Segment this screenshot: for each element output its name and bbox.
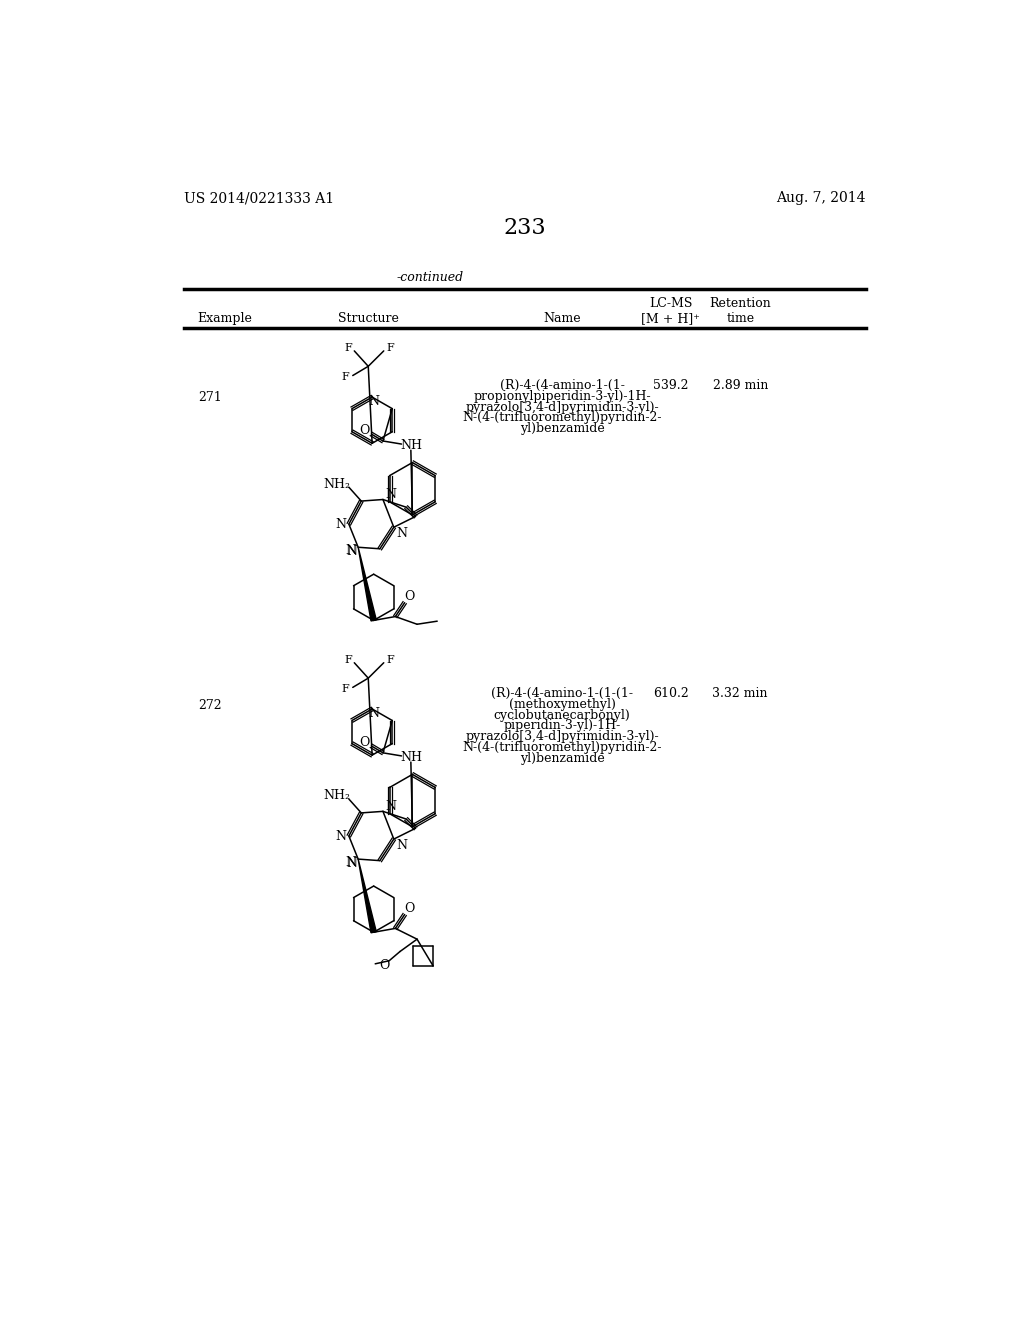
Text: -continued: -continued	[396, 271, 464, 284]
Text: (R)-4-(4-amino-1-(1-: (R)-4-(4-amino-1-(1-	[500, 379, 625, 392]
Text: (R)-4-(4-amino-1-(1-(1-: (R)-4-(4-amino-1-(1-(1-	[490, 686, 633, 700]
Text: NH₂: NH₂	[323, 789, 350, 803]
Text: 3.32 min: 3.32 min	[713, 686, 768, 700]
Text: 272: 272	[198, 698, 221, 711]
Polygon shape	[358, 548, 376, 620]
Text: Retention: Retention	[710, 297, 771, 310]
Text: N: N	[369, 708, 379, 721]
Text: N-(4-(trifluoromethyl)pyridin-2-: N-(4-(trifluoromethyl)pyridin-2-	[462, 741, 662, 754]
Text: NH₂: NH₂	[323, 478, 350, 491]
Text: LC-MS: LC-MS	[649, 297, 692, 310]
Text: N: N	[346, 857, 357, 870]
Text: F: F	[386, 655, 394, 665]
Text: N: N	[385, 800, 396, 813]
Text: N: N	[369, 395, 379, 408]
Text: N: N	[346, 545, 357, 558]
Text: Aug. 7, 2014: Aug. 7, 2014	[776, 191, 866, 206]
Text: N: N	[385, 488, 396, 502]
Text: yl)benzamide: yl)benzamide	[519, 422, 604, 436]
Text: O: O	[359, 424, 370, 437]
Text: pyrazolo[3,4-d]pyrimidin-3-yl)-: pyrazolo[3,4-d]pyrimidin-3-yl)-	[465, 400, 658, 413]
Text: (methoxymethyl): (methoxymethyl)	[509, 698, 615, 711]
Text: Structure: Structure	[338, 312, 398, 325]
Text: cyclobutanecarbonyl): cyclobutanecarbonyl)	[494, 709, 631, 722]
Text: F: F	[344, 655, 352, 665]
Text: O: O	[404, 902, 415, 915]
Text: O: O	[404, 590, 415, 603]
Text: 539.2: 539.2	[652, 379, 688, 392]
Text: US 2014/0221333 A1: US 2014/0221333 A1	[183, 191, 334, 206]
Text: 271: 271	[198, 391, 221, 404]
Text: N: N	[336, 517, 346, 531]
Text: Example: Example	[198, 312, 253, 325]
Text: NH: NH	[399, 751, 422, 764]
Text: 2.89 min: 2.89 min	[713, 379, 768, 392]
Text: F: F	[341, 684, 349, 694]
Text: NH: NH	[399, 440, 422, 453]
Text: Name: Name	[543, 312, 581, 325]
Text: yl)benzamide: yl)benzamide	[519, 751, 604, 764]
Text: pyrazolo[3,4-d]pyrimidin-3-yl)-: pyrazolo[3,4-d]pyrimidin-3-yl)-	[465, 730, 658, 743]
Text: piperidin-3-yl)-1H-: piperidin-3-yl)-1H-	[504, 719, 621, 733]
Text: N: N	[345, 544, 356, 557]
Text: F: F	[341, 372, 349, 381]
Text: N: N	[336, 829, 346, 842]
Text: N: N	[396, 838, 408, 851]
Polygon shape	[358, 859, 376, 933]
Text: [M + H]⁺: [M + H]⁺	[641, 312, 700, 325]
Text: N: N	[345, 855, 356, 869]
Text: N-(4-(trifluoromethyl)pyridin-2-: N-(4-(trifluoromethyl)pyridin-2-	[462, 412, 662, 425]
Text: F: F	[386, 343, 394, 352]
Text: N: N	[396, 527, 408, 540]
Text: 610.2: 610.2	[652, 686, 688, 700]
Text: O: O	[359, 735, 370, 748]
Text: F: F	[344, 343, 352, 352]
Text: O: O	[379, 958, 390, 972]
Text: propionylpiperidin-3-yl)-1H-: propionylpiperidin-3-yl)-1H-	[473, 389, 651, 403]
Text: time: time	[726, 312, 755, 325]
Text: 233: 233	[504, 216, 546, 239]
